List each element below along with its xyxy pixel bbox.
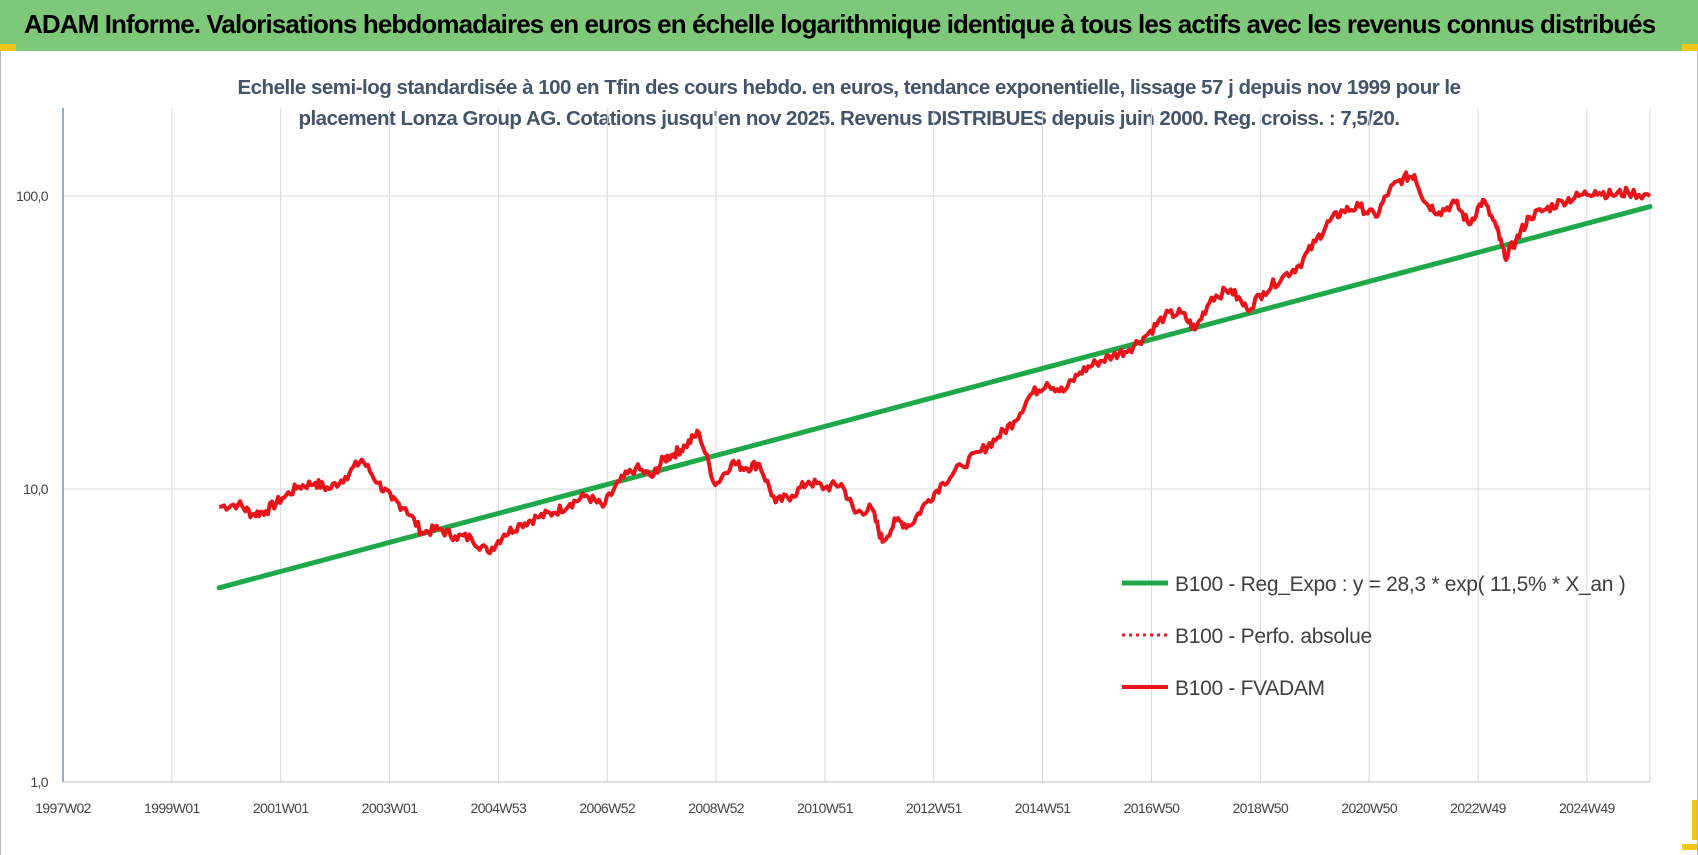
x-tick-label: 2012W51	[906, 800, 963, 816]
corner-marker-bottom-right-h	[1682, 844, 1698, 850]
chart-subtitle-line2: placement Lonza Group AG. Cotations jusq…	[298, 107, 1400, 130]
chart-subtitle-line1: Echelle semi-log standardisée à 100 en T…	[237, 76, 1461, 99]
corner-marker-top-right	[1682, 44, 1698, 51]
x-tick-label: 2001W01	[253, 800, 310, 816]
corner-marker-top-left	[0, 44, 16, 51]
x-tick-label: 2010W51	[797, 800, 854, 816]
x-tick-label: 2008W52	[688, 800, 745, 816]
x-tick-label: 2016W50	[1124, 800, 1181, 816]
x-tick-label: 2022W49	[1450, 800, 1507, 816]
title-banner: ADAM Informe. Valorisations hebdomadaire…	[0, 0, 1698, 51]
x-tick-label: 2004W53	[471, 800, 528, 816]
x-tick-label: 2018W50	[1232, 800, 1289, 816]
x-tick-label: 2024W49	[1559, 800, 1616, 816]
y-tick-label: 1,0	[30, 774, 48, 790]
x-tick-label: 1999W01	[144, 800, 201, 816]
y-tick-label: 100,0	[16, 188, 49, 204]
x-tick-label: 2020W50	[1341, 800, 1398, 816]
x-tick-label: 2003W01	[362, 800, 419, 816]
series-line-fvadam	[219, 170, 1652, 556]
legend-label-regression: B100 - Reg_Expo : y = 28,3 * exp( 11,5% …	[1175, 573, 1625, 596]
y-tick-label: 10,0	[23, 481, 49, 497]
x-tick-label: 1997W02	[35, 800, 92, 816]
x-tick-label: 2006W52	[579, 800, 636, 816]
x-tick-label: 2014W51	[1015, 800, 1072, 816]
legend-label-perf-absolue: B100 - Perfo. absolue	[1175, 625, 1372, 648]
corner-marker-bottom-right	[1692, 800, 1698, 840]
series-line-regression	[216, 204, 1653, 591]
legend-label-fvadam: B100 - FVADAM	[1175, 677, 1325, 700]
banner-title: ADAM Informe. Valorisations hebdomadaire…	[24, 9, 1656, 39]
